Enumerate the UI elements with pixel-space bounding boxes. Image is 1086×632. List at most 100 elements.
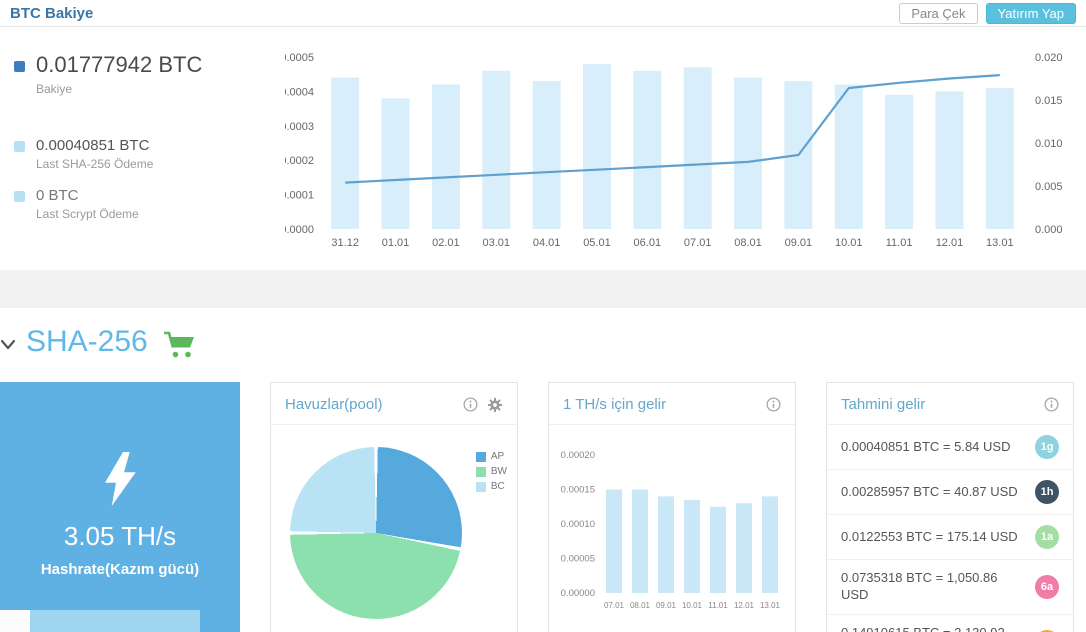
svg-text:02.01: 02.01	[432, 237, 460, 249]
svg-text:11.01: 11.01	[708, 601, 728, 610]
header-actions: Para Çek Yatırım Yap	[899, 3, 1076, 24]
payment-label: Last SHA-256 Ödeme	[36, 157, 154, 171]
balance-value: 0.01777942 BTC	[36, 52, 203, 77]
period-badge: 1y	[1035, 629, 1059, 632]
last-scrypt-payment-item: 0 BTC Last Scrypt Ödeme	[14, 187, 264, 221]
chevron-down-icon[interactable]	[0, 339, 16, 350]
pools-card-header: Havuzlar(pool)	[271, 383, 517, 425]
pools-card-title: Havuzlar(pool)	[285, 396, 383, 413]
deposit-button[interactable]: Yatırım Yap	[985, 3, 1076, 24]
balance-main-item: 0.01777942 BTC Bakiye	[14, 52, 264, 96]
svg-text:0.005: 0.005	[1035, 181, 1063, 193]
svg-text:08.01: 08.01	[630, 601, 651, 610]
section-divider	[0, 270, 1086, 308]
balance-bullet-icon	[14, 61, 25, 72]
estimated-rows: 0.00040851 BTC = 5.84 USD 1g 0.00285957 …	[827, 425, 1073, 632]
svg-text:0.010: 0.010	[1035, 138, 1063, 150]
legend-label: BW	[490, 466, 507, 477]
legend-label: BC	[490, 481, 505, 492]
info-icon[interactable]	[463, 397, 478, 412]
page-title: BTC Bakiye	[10, 5, 94, 22]
payment-bullet-icon	[14, 141, 25, 152]
svg-text:0.0005: 0.0005	[285, 52, 314, 64]
pie-legend: AP BW BC	[475, 451, 507, 496]
estimated-card-header: Tahmini gelir	[827, 383, 1073, 425]
legend-swatch	[475, 466, 486, 477]
period-badge: 1g	[1035, 435, 1059, 459]
svg-text:01.01: 01.01	[382, 237, 410, 249]
svg-text:13.01: 13.01	[986, 237, 1014, 249]
last-sha256-payment-item: 0.00040851 BTC Last SHA-256 Ödeme	[14, 137, 264, 171]
svg-text:31.12: 31.12	[331, 237, 359, 249]
income-card: 1 TH/s için gelir 0.00000 0.00005 0.00010 0…	[548, 382, 796, 632]
svg-text:03.01: 03.01	[482, 237, 510, 249]
legend-item: AP	[475, 451, 507, 462]
estimated-income-card: Tahmini gelir 0.00040851 BTC = 5.84 USD …	[826, 382, 1074, 632]
estimated-text: 0.0735318 BTC = 1,050.86 USD	[841, 570, 998, 602]
estimated-row: 0.0122553 BTC = 175.14 USD 1a	[827, 515, 1073, 560]
sha256-section-heading: SHA-256	[0, 322, 196, 362]
panel-corner-box	[0, 610, 30, 632]
hashrate-label: Hashrate(Kazım gücü)	[40, 561, 200, 578]
svg-text:07.01: 07.01	[684, 237, 712, 249]
svg-text:09.01: 09.01	[656, 601, 677, 610]
svg-text:11.01: 11.01	[886, 237, 913, 249]
payment-label: Last Scrypt Ödeme	[36, 207, 139, 221]
svg-text:0.000: 0.000	[1035, 224, 1063, 236]
svg-text:10.01: 10.01	[682, 601, 703, 610]
section-title: SHA-256	[26, 325, 148, 358]
income-bar-chart: 0.00000 0.00005 0.00010 0.00015 0.00020 07.01…	[561, 450, 781, 610]
estimated-row: 0.14910615 BTC = 2,130.92 USD 1y	[827, 615, 1073, 632]
legend-label: AP	[490, 451, 505, 462]
svg-text:09.01: 09.01	[785, 237, 813, 249]
svg-text:0.00000: 0.00000	[561, 588, 595, 599]
legend-swatch	[475, 451, 486, 462]
svg-text:0.00005: 0.00005	[561, 554, 595, 565]
pools-pie-chart	[290, 447, 462, 619]
estimated-text: 0.00285957 BTC = 40.87 USD	[841, 483, 1018, 499]
estimated-text: 0.14910615 BTC = 2,130.92 USD	[841, 625, 1027, 632]
legend-item: BW	[475, 466, 507, 477]
svg-text:0.00010: 0.00010	[561, 519, 595, 530]
estimated-text: 0.00040851 BTC = 5.84 USD	[841, 438, 1011, 454]
info-icon[interactable]	[766, 397, 781, 412]
balance-label: Bakiye	[36, 82, 73, 96]
info-icon[interactable]	[1044, 397, 1059, 412]
svg-text:07.01: 07.01	[604, 601, 625, 610]
svg-text:0.0001: 0.0001	[285, 190, 314, 202]
pools-card: Havuzlar(pool)	[270, 382, 518, 632]
svg-text:12.01: 12.01	[936, 237, 964, 249]
hashrate-value: 3.05 TH/s	[63, 521, 177, 551]
svg-text:0.015: 0.015	[1035, 95, 1063, 107]
period-badge: 1h	[1035, 480, 1059, 504]
payment-value: 0.00040851 BTC	[36, 137, 150, 154]
panel-footer-strip	[30, 610, 200, 632]
svg-text:06.01: 06.01	[634, 237, 662, 249]
income-card-title: 1 TH/s için gelir	[563, 396, 667, 413]
income-card-header: 1 TH/s için gelir	[549, 383, 795, 425]
estimated-row: 0.00285957 BTC = 40.87 USD 1h	[827, 470, 1073, 515]
lightning-icon	[0, 452, 240, 511]
svg-text:08.01: 08.01	[734, 237, 762, 249]
estimated-text: 0.0122553 BTC = 175.14 USD	[841, 528, 1018, 544]
estimated-row: 0.00040851 BTC = 5.84 USD 1g	[827, 425, 1073, 470]
withdraw-button[interactable]: Para Çek	[899, 3, 978, 24]
shopping-cart-icon[interactable]	[162, 330, 196, 360]
svg-text:05.01: 05.01	[583, 237, 611, 249]
period-badge: 6a	[1035, 574, 1059, 599]
svg-text:0.0002: 0.0002	[285, 155, 314, 167]
svg-text:10.01: 10.01	[835, 237, 863, 249]
svg-text:0.0004: 0.0004	[285, 86, 314, 98]
gear-icon[interactable]	[487, 397, 503, 413]
svg-text:13.01: 13.01	[760, 601, 781, 610]
payment-value: 0 BTC	[36, 187, 79, 204]
period-badge: 1a	[1035, 525, 1059, 549]
svg-text:0.0003: 0.0003	[285, 121, 314, 133]
svg-text:0.00020: 0.00020	[561, 450, 595, 461]
estimated-row: 0.0735318 BTC = 1,050.86 USD 6a	[827, 560, 1073, 615]
hashrate-panel: 3.05 TH/s Hashrate(Kazım gücü)	[0, 382, 240, 632]
estimated-card-title: Tahmini gelir	[841, 396, 926, 413]
legend-swatch	[475, 481, 486, 492]
payment-bullet-icon	[14, 191, 25, 202]
